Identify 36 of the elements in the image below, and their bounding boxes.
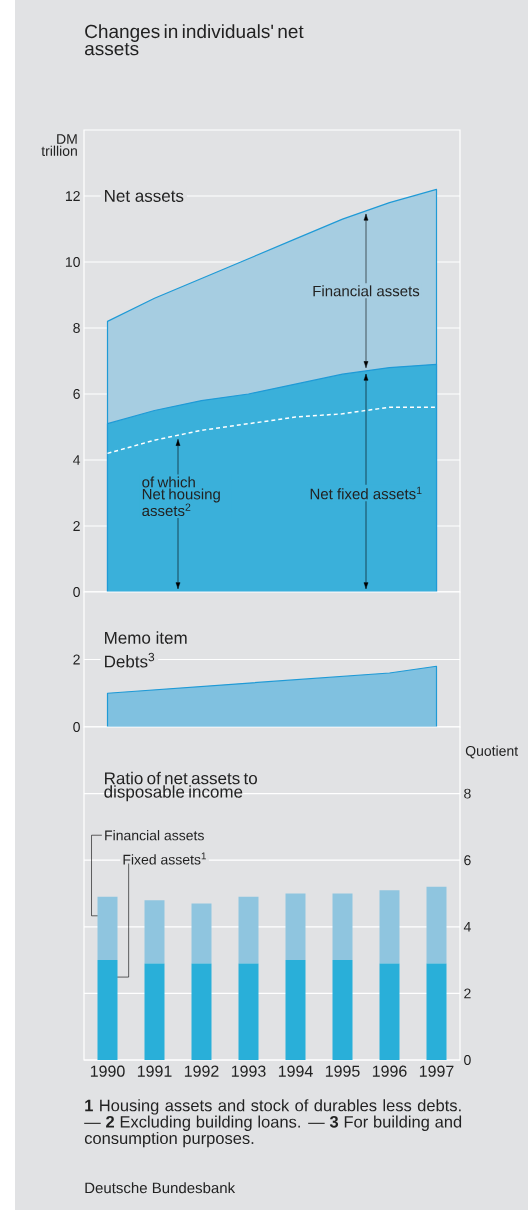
x-tick-label: 1995 [325, 1065, 360, 1077]
x-tick-label: 1990 [90, 1065, 125, 1077]
y-tick-label: 2 [464, 988, 471, 999]
y-tick-label: 12 [65, 191, 80, 201]
text: 1 Housing assets and stock of durables less debts. — 2 Excluding building loans. — 3 For building and consumption purposes. [84, 1099, 462, 1148]
y-tick-label: 6 [73, 389, 80, 399]
y-tick-label: 6 [464, 855, 471, 866]
series-label: Debts$^{3}$ [105, 652, 155, 668]
y-axis-title: Quotient [465, 745, 519, 759]
text: Ratio of net assets to disposable income [104, 771, 257, 802]
y-tick-label: 8 [73, 323, 80, 333]
series-label: Net fixed assets$^{1}$ [310, 486, 422, 500]
chart-title: Changes in individuals' net assets [85, 24, 304, 56]
y-tick-label: 0 [464, 1055, 471, 1065]
x-tick-label: 1997 [419, 1065, 454, 1077]
y-tick-label: 0 [73, 587, 80, 597]
y-tick-label: 8 [464, 788, 471, 799]
text: Financial assets [105, 830, 204, 841]
y-tick-label: 10 [65, 257, 80, 267]
text: Deutsche Bundesbank [85, 1182, 236, 1194]
y-tick-label: 2 [73, 654, 80, 665]
x-tick-label: 1993 [231, 1065, 266, 1077]
text: Memo item [105, 631, 187, 644]
x-tick-label: 1994 [278, 1065, 313, 1077]
x-tick-label: 1996 [372, 1065, 407, 1077]
y-axis-title: DM trillion [41, 134, 77, 156]
x-tick-label: 1992 [184, 1065, 219, 1077]
text: Fixed assets$^{1}$ [123, 852, 206, 865]
annotation: Financial assets [313, 285, 420, 297]
y-tick-label: 2 [73, 521, 80, 531]
series-label: Net assets [105, 190, 184, 202]
y-tick-label: 4 [73, 455, 81, 465]
text: of which Net housing assets$^{2}$ [142, 476, 220, 517]
x-tick-label: 1991 [137, 1065, 172, 1077]
y-tick-label: 0 [73, 722, 80, 732]
y-tick-label: 4 [463, 921, 471, 932]
